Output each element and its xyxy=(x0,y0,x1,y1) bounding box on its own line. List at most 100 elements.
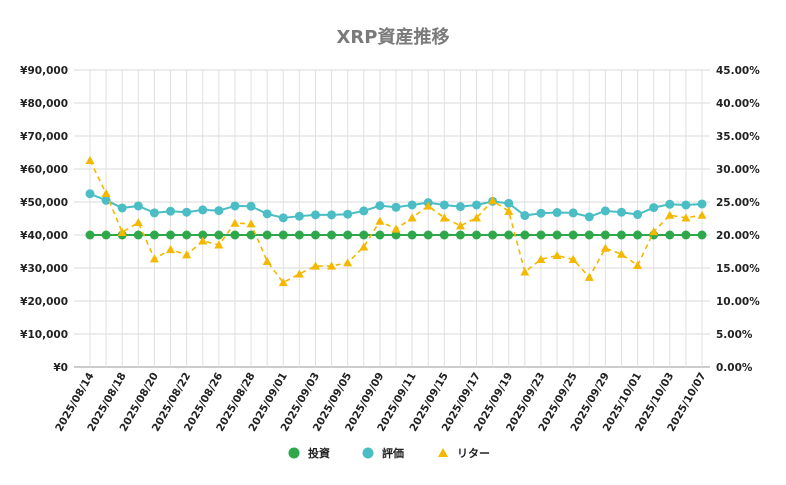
data-point xyxy=(633,230,643,240)
data-point xyxy=(149,254,159,263)
data-point xyxy=(504,206,514,215)
data-point xyxy=(246,230,256,240)
data-point xyxy=(552,230,562,240)
y-left-tick-label: ¥0 xyxy=(53,362,68,374)
chart-title: XRP資産推移 xyxy=(337,26,450,48)
data-point xyxy=(262,230,272,240)
data-point xyxy=(182,207,192,217)
data-point xyxy=(568,254,578,264)
data-point xyxy=(665,230,675,240)
y-right-tick-label: 15.00% xyxy=(716,263,760,275)
data-point xyxy=(230,218,240,227)
data-point xyxy=(439,213,449,222)
data-point xyxy=(536,230,546,240)
data-point xyxy=(310,261,320,270)
data-point xyxy=(246,219,256,228)
legend-item-1[interactable]: 評価 xyxy=(362,446,405,460)
data-point xyxy=(633,210,643,220)
data-point xyxy=(455,202,465,212)
data-point xyxy=(198,205,208,215)
y-left-tick-label: ¥50,000 xyxy=(20,197,68,209)
data-point xyxy=(600,243,610,252)
data-point xyxy=(359,230,369,240)
data-point xyxy=(552,250,562,260)
data-point xyxy=(230,201,240,211)
data-point xyxy=(294,211,304,221)
y-left-tick-label: ¥40,000 xyxy=(20,230,68,242)
data-point xyxy=(584,212,594,222)
data-point xyxy=(616,207,626,217)
data-point xyxy=(407,213,417,222)
data-point xyxy=(697,230,707,240)
series-0 xyxy=(85,230,707,240)
gridlines xyxy=(74,69,710,368)
series-1 xyxy=(85,189,707,223)
y-left-tick-label: ¥10,000 xyxy=(20,329,68,341)
legend-label: リター xyxy=(457,447,490,460)
data-point xyxy=(665,210,675,219)
data-point xyxy=(649,203,659,213)
data-point xyxy=(423,230,433,240)
data-point xyxy=(455,230,465,240)
data-point xyxy=(294,230,304,240)
data-point xyxy=(697,210,707,219)
data-point xyxy=(343,209,353,219)
data-point xyxy=(407,230,417,240)
data-point xyxy=(310,210,320,220)
data-point xyxy=(214,230,224,240)
y-right-tick-label: 40.00% xyxy=(716,98,760,110)
data-point xyxy=(584,272,594,281)
data-point xyxy=(455,221,465,230)
data-point xyxy=(472,230,482,240)
data-point xyxy=(423,201,433,210)
data-point xyxy=(278,213,288,223)
data-point xyxy=(133,201,143,211)
legend-item-0[interactable]: 投資 xyxy=(288,446,331,460)
data-point xyxy=(391,224,401,233)
data-point xyxy=(133,230,143,240)
data-point xyxy=(439,230,449,240)
data-point xyxy=(359,206,369,216)
left-axis: ¥0 ¥10,000 ¥20,000 ¥30,000 ¥40,000 ¥50,000 ¥60… xyxy=(20,65,68,374)
y-right-tick-label: 0.00% xyxy=(716,362,753,374)
data-point xyxy=(616,249,626,258)
data-point xyxy=(117,227,127,236)
legend-label: 投資 xyxy=(308,446,330,460)
data-point xyxy=(520,211,530,221)
data-point xyxy=(198,230,208,240)
y-right-tick-label: 25.00% xyxy=(716,197,760,209)
data-point xyxy=(166,230,176,240)
data-point xyxy=(488,230,498,240)
data-point xyxy=(230,230,240,240)
data-point xyxy=(149,230,159,240)
legend-marker xyxy=(288,447,300,459)
legend-marker xyxy=(438,448,448,457)
data-point xyxy=(262,209,272,219)
data-point xyxy=(85,230,95,240)
x-axis: 2025/08/142025/08/182025/08/202025/08/22… xyxy=(53,371,708,434)
data-point xyxy=(439,200,449,210)
data-point xyxy=(488,196,498,205)
data-point xyxy=(375,201,385,211)
data-point xyxy=(536,254,546,264)
y-right-tick-label: 35.00% xyxy=(716,131,760,143)
data-point xyxy=(327,210,337,220)
data-point xyxy=(536,208,546,218)
legend-item-2[interactable]: リター xyxy=(438,447,490,460)
data-point xyxy=(182,250,192,259)
data-point xyxy=(649,227,659,236)
data-point xyxy=(359,242,369,251)
data-point xyxy=(101,195,111,205)
data-point xyxy=(520,267,530,276)
y-left-tick-label: ¥30,000 xyxy=(20,263,68,275)
y-left-tick-label: ¥60,000 xyxy=(20,164,68,176)
data-point xyxy=(117,203,127,213)
data-point xyxy=(568,208,578,218)
data-point xyxy=(327,261,337,270)
data-point xyxy=(472,213,482,222)
data-point xyxy=(472,200,482,210)
legend[interactable]: 投資 評価 リター xyxy=(288,446,491,460)
right-axis: 0.00% 5.00% 10.00% 15.00% 20.00% 25.00% 30.00%… xyxy=(716,65,760,374)
